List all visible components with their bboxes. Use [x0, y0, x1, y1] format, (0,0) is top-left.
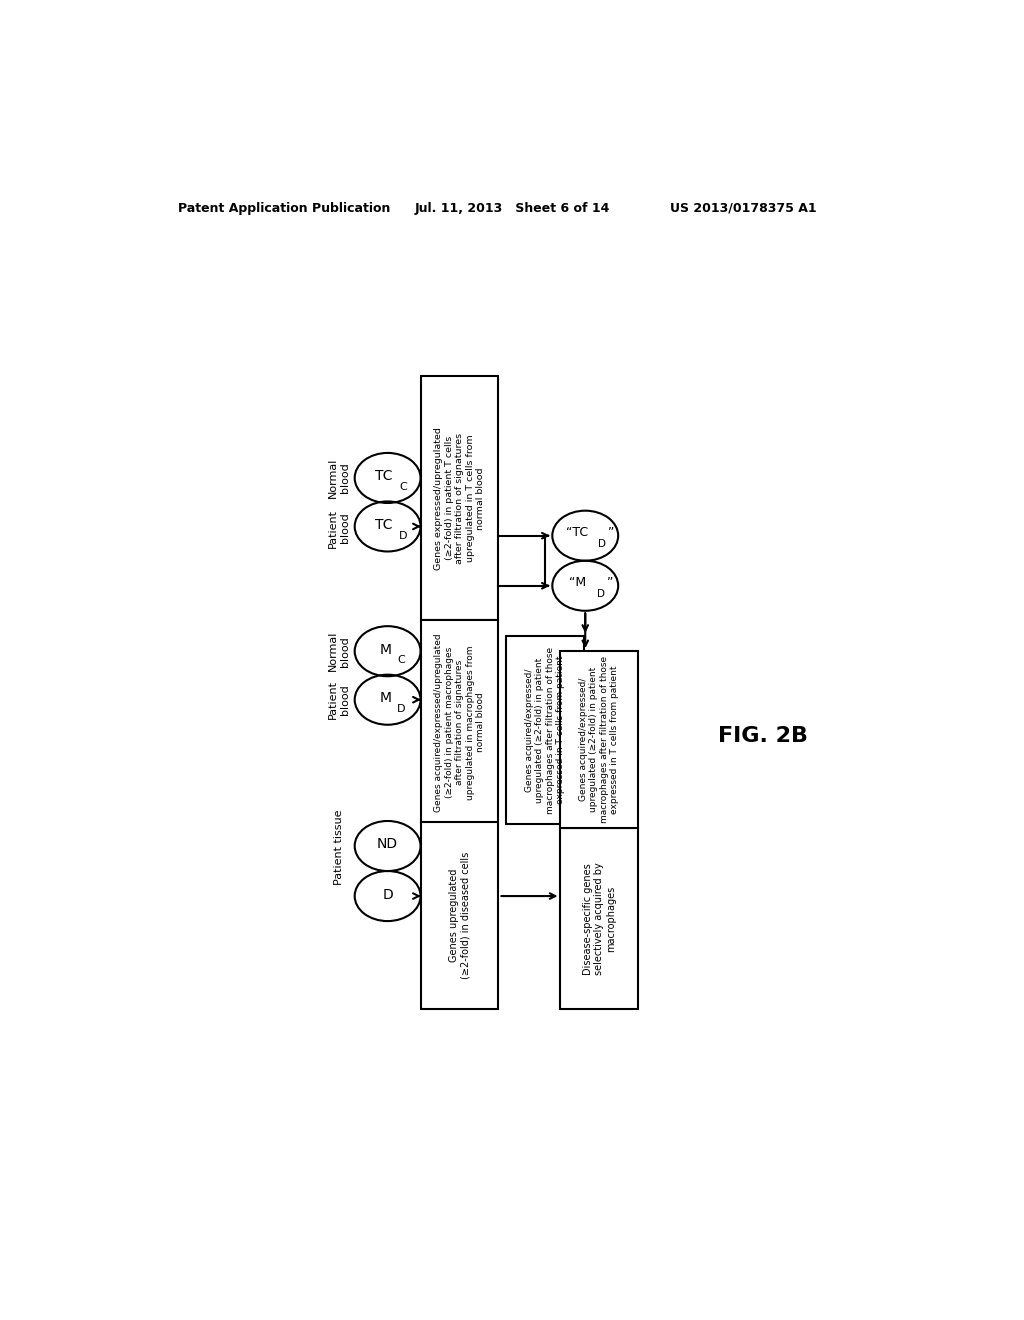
Text: TC: TC	[375, 470, 392, 483]
Text: Genes acquired/expressed/
upregulated (≥2-fold) in patient
macrophages after fil: Genes acquired/expressed/ upregulated (≥…	[525, 647, 565, 813]
Bar	[421, 376, 499, 620]
Text: D: D	[382, 887, 393, 902]
Bar	[506, 636, 584, 825]
Text: Genes acquired/expressed/upregulated
(≥2-fold) in patient macrophages
after filt: Genes acquired/expressed/upregulated (≥2…	[434, 634, 485, 812]
Text: Genes expressed/upregulated
(≥2-fold) in patient T cells
after filtration of sig: Genes expressed/upregulated (≥2-fold) in…	[434, 426, 485, 570]
Text: Patent Application Publication: Patent Application Publication	[178, 202, 391, 215]
Text: M: M	[379, 643, 391, 656]
Text: Patient
blood: Patient blood	[328, 508, 349, 548]
Text: Genes acquired/expressed/
upregulated (≥2-fold) in patient
macrophages after fil: Genes acquired/expressed/ upregulated (≥…	[580, 656, 620, 824]
Text: C: C	[397, 656, 404, 665]
Text: “TC: “TC	[566, 527, 589, 539]
Text: US 2013/0178375 A1: US 2013/0178375 A1	[671, 202, 817, 215]
Text: ND: ND	[377, 837, 398, 851]
Text: Normal
blood: Normal blood	[328, 458, 349, 498]
Text: ”: ”	[607, 576, 613, 589]
Text: Disease-specific genes
selectively acquired by
macrophages: Disease-specific genes selectively acqui…	[583, 862, 615, 975]
Text: Jul. 11, 2013   Sheet 6 of 14: Jul. 11, 2013 Sheet 6 of 14	[415, 202, 610, 215]
Text: “M: “M	[569, 576, 586, 589]
Text: D: D	[399, 531, 408, 541]
Text: Normal
blood: Normal blood	[328, 631, 349, 672]
Text: M: M	[379, 692, 391, 705]
Text: D: D	[396, 704, 406, 714]
Text: Patient tissue: Patient tissue	[334, 809, 344, 886]
Text: Genes upregulated
(≥2-fold) in diseased cells: Genes upregulated (≥2-fold) in diseased …	[449, 853, 470, 979]
Bar	[560, 651, 638, 829]
Text: C: C	[399, 482, 407, 492]
Bar	[560, 829, 638, 1010]
Text: ”: ”	[608, 527, 614, 539]
Bar	[421, 620, 499, 825]
Bar	[421, 822, 499, 1010]
Text: Patient
blood: Patient blood	[328, 680, 349, 719]
Text: D: D	[598, 539, 606, 549]
Text: TC: TC	[375, 517, 392, 532]
Text: D: D	[597, 589, 605, 599]
Text: FIG. 2B: FIG. 2B	[719, 726, 809, 746]
